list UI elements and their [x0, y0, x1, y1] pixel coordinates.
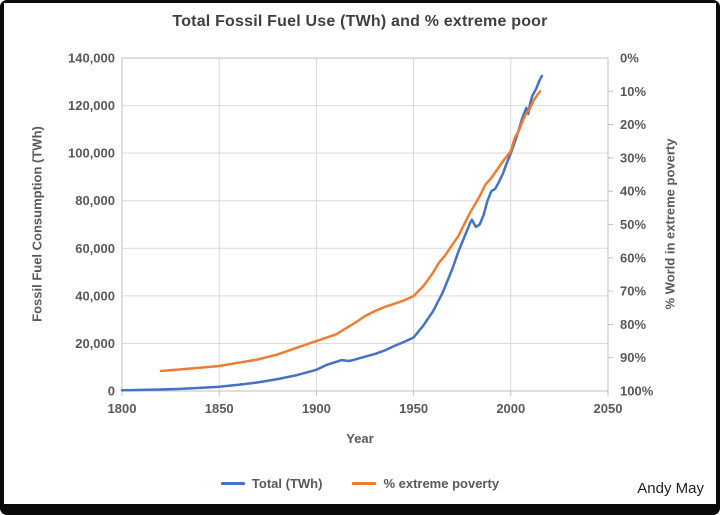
chart-plot-svg: 1800 1850 1900 1950 2000 2050 0 20,000 40,000 60,…: [68, 51, 654, 417]
y-left-tick-label: 100,000: [68, 146, 115, 161]
y-right-tick-label: 90%: [620, 350, 646, 365]
chart-title: Total Fossil Fuel Use (TWh) and % extrem…: [172, 13, 548, 30]
credit-text: Andy May: [637, 480, 704, 497]
legend-item-poverty: % extreme poverty: [352, 476, 499, 491]
x-axis-title: Year: [346, 431, 374, 446]
legend-label-poverty: % extreme poverty: [383, 476, 500, 491]
y-right-tick-label: 60%: [620, 250, 646, 265]
x-tick-label: 1900: [302, 401, 331, 416]
chart-canvas: Total Fossil Fuel Use (TWh) and % extrem…: [4, 3, 716, 504]
legend: Total (TWh) % extreme poverty: [4, 476, 716, 491]
plot-border: [121, 57, 609, 392]
y-right-tick-label: 10%: [620, 84, 646, 99]
y-right-tick-label: 20%: [620, 117, 646, 132]
y-right-tick-label: 0%: [620, 51, 639, 66]
y-left-tick-label: 0: [108, 384, 115, 399]
y-right-tick-label: 50%: [620, 217, 646, 232]
y-left-tick-label: 20,000: [75, 336, 115, 351]
y-left-tick-label: 120,000: [68, 98, 115, 113]
series-line-extreme-poverty: [159, 90, 542, 373]
x-tick-label: 2000: [496, 401, 525, 416]
y-left-tick-label: 40,000: [75, 288, 115, 303]
y-right-tick-label: 40%: [620, 184, 646, 199]
y-left-tick-label: 140,000: [68, 51, 115, 66]
y-right-tick-label: 30%: [620, 150, 646, 165]
y-left-tick-label: 60,000: [75, 241, 115, 256]
y-right-tick-label: 70%: [620, 284, 646, 299]
y-right-tick-label: 100%: [620, 384, 654, 399]
legend-swatch-total: [220, 482, 245, 485]
x-tick-label: 1950: [399, 401, 428, 416]
legend-item-total: Total (TWh): [220, 476, 323, 491]
x-tick-label: 1800: [108, 401, 137, 416]
x-tick-label: 2050: [594, 401, 623, 416]
x-tick-label: 1850: [205, 401, 234, 416]
legend-label-total: Total (TWh): [251, 476, 323, 491]
y-left-tick-label: 80,000: [75, 193, 115, 208]
legend-swatch-poverty: [352, 482, 377, 485]
y-right-tick-label: 80%: [620, 317, 646, 332]
